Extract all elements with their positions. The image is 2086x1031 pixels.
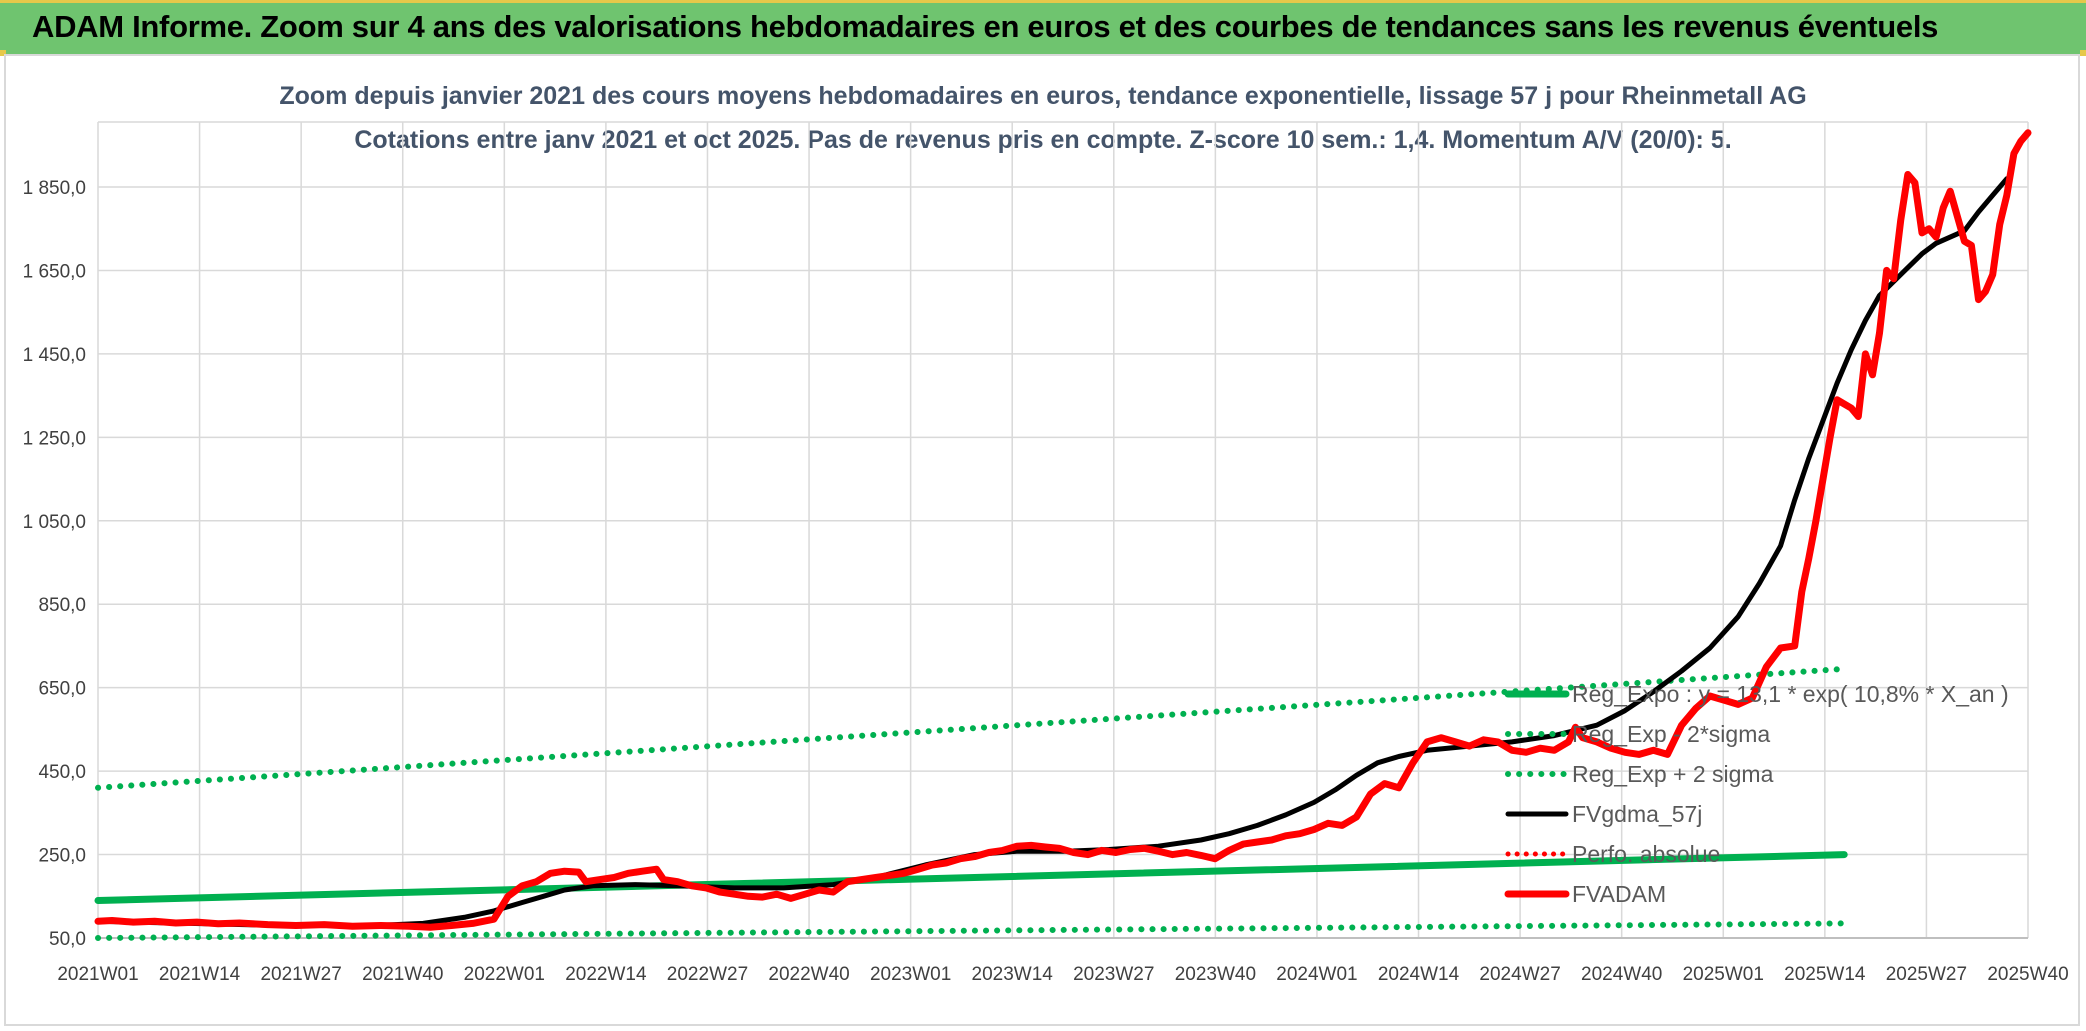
y-tick-label: 1 650,0 [23,261,86,282]
x-tick-label: 2025W27 [1886,964,1967,985]
legend-label-0: Reg_Expo : y = 13,1 * exp( 10,8% * X_an … [1572,681,2009,707]
x-tick-label: 2024W14 [1378,964,1460,985]
corner-accent-left [0,50,6,56]
x-tick-label: 2024W40 [1581,964,1662,985]
chart-subtitle: Cotations entre janv 2021 et oct 2025. P… [354,126,1732,154]
x-tick-label: 2025W40 [1987,964,2068,985]
series-line-1 [95,920,1848,941]
x-tick-label: 2021W14 [159,964,241,985]
series-line-3 [95,176,2010,928]
x-tick-label: 2021W27 [260,964,341,985]
x-tick-label: 2022W01 [464,964,545,985]
x-tick-label: 2023W40 [1175,964,1256,985]
x-tick-label: 2024W01 [1276,964,1357,985]
legend-label-4: Perfo. absolue [1572,841,1720,867]
y-tick-label: 650,0 [38,679,86,700]
y-tick-label: 1 850,0 [23,178,86,199]
y-tick-label: 1 450,0 [23,345,86,366]
x-tick-label: 2021W01 [57,964,138,985]
gridlines [97,121,2029,939]
report-banner: ADAM Informe. Zoom sur 4 ans des valoris… [0,0,2086,54]
x-axis-ticks: 2021W01 2021W14 2021W27 2021W40 2022W01 2022W… [57,964,2068,985]
y-tick-label: 50,0 [49,929,86,950]
series-line-0 [94,851,1848,904]
y-axis-ticks: 50,0 250,0 450,0 650,0 850,0 1 050,0 1 250,0 1 … [23,178,86,950]
x-tick-label: 2022W40 [768,964,849,985]
x-tick-label: 2023W14 [972,964,1054,985]
y-tick-label: 250,0 [38,846,86,867]
y-tick-label: 450,0 [38,762,86,783]
y-tick-label: 1 250,0 [23,428,86,449]
legend: Reg_Expo : y = 13,1 * exp( 10,8% * X_an … [1504,681,2009,907]
corner-accent-right [2080,50,2086,56]
legend-label-3: FVgdma_57j [1572,801,1702,827]
x-tick-label: 2025W01 [1683,964,1764,985]
series-line-5 [94,129,2032,931]
chart-frame [4,54,2080,1026]
series-layer [94,129,2032,941]
x-tick-label: 2023W01 [870,964,951,985]
legend-label-1: Reg_Exp - 2*sigma [1572,721,1770,747]
legend-label-5: FVADAM [1572,881,1666,907]
banner-title: ADAM Informe. Zoom sur 4 ans des valoris… [32,9,1939,44]
x-tick-label: 2025W14 [1784,964,1866,985]
legend-label-2: Reg_Exp + 2 sigma [1572,761,1774,787]
chart-title: Zoom depuis janvier 2021 des cours moyen… [279,82,1807,110]
x-tick-label: 2022W27 [667,964,748,985]
x-tick-label: 2024W27 [1479,964,1560,985]
y-tick-label: 850,0 [38,595,86,616]
series-line-2 [95,665,1848,791]
x-tick-label: 2022W14 [565,964,647,985]
x-tick-label: 2023W27 [1073,964,1154,985]
x-tick-label: 2021W40 [362,964,443,985]
y-tick-label: 1 050,0 [23,512,86,533]
